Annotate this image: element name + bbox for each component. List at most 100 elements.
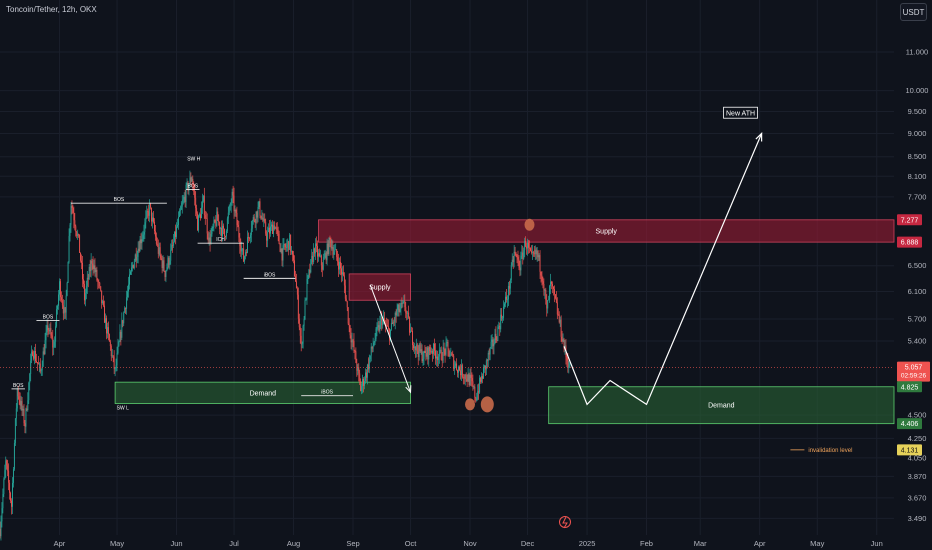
candle-body bbox=[513, 251, 515, 263]
candle-body bbox=[456, 363, 458, 370]
candle-body bbox=[527, 242, 529, 249]
candle-body bbox=[510, 265, 512, 281]
projection-path bbox=[563, 133, 763, 406]
candle-body bbox=[116, 353, 118, 366]
candle-body bbox=[305, 299, 307, 301]
candle-body bbox=[104, 305, 106, 323]
candle-body bbox=[21, 401, 23, 411]
candle-body bbox=[396, 310, 398, 316]
countdown-label: 02:59:26 bbox=[901, 373, 927, 380]
candle-body bbox=[479, 377, 481, 393]
candle-body bbox=[65, 295, 67, 313]
candle-body bbox=[301, 343, 303, 345]
candle-body bbox=[458, 366, 459, 373]
candle-body bbox=[63, 307, 65, 314]
candle-body bbox=[349, 325, 351, 336]
candle-body bbox=[317, 246, 318, 257]
candle-body bbox=[414, 346, 416, 350]
candle-body bbox=[287, 241, 289, 245]
candle-body bbox=[34, 350, 35, 359]
y-tick-label: 9.000 bbox=[908, 129, 927, 138]
candle-body bbox=[255, 211, 257, 223]
candle-body bbox=[551, 281, 553, 284]
candle-body bbox=[537, 250, 539, 258]
candle-body bbox=[384, 318, 386, 324]
candle-body bbox=[178, 210, 180, 217]
candle-body bbox=[120, 331, 122, 338]
candle-body bbox=[141, 239, 143, 244]
candle-body bbox=[247, 237, 249, 238]
candle-body bbox=[214, 220, 216, 222]
candle-body bbox=[299, 327, 301, 336]
candle-body bbox=[277, 229, 279, 234]
candle-body bbox=[162, 260, 164, 269]
candle-body bbox=[431, 350, 433, 353]
candle-body bbox=[545, 289, 547, 301]
candle-body bbox=[451, 353, 453, 355]
candle-body bbox=[91, 260, 93, 264]
candle-body bbox=[462, 377, 464, 378]
candle-body bbox=[170, 249, 172, 261]
candle-body bbox=[340, 261, 341, 269]
structure-label: ICH bbox=[216, 237, 225, 243]
candle-body bbox=[515, 253, 517, 256]
candle-body bbox=[341, 272, 343, 275]
candle-body bbox=[485, 360, 487, 370]
candle-body bbox=[353, 341, 355, 352]
candle-body bbox=[316, 243, 317, 247]
candle-body bbox=[107, 327, 109, 335]
candle-body bbox=[5, 460, 7, 471]
candle-body bbox=[238, 227, 240, 238]
candle-body bbox=[23, 408, 25, 424]
currency-button[interactable]: USDT bbox=[900, 3, 927, 21]
candle-body bbox=[307, 275, 309, 279]
candle-body bbox=[543, 284, 545, 291]
candle-body bbox=[39, 363, 41, 372]
pivot-marker bbox=[480, 396, 494, 413]
candle-body bbox=[355, 351, 357, 363]
candle-body bbox=[371, 346, 373, 349]
candle-body bbox=[506, 299, 508, 301]
candle-body bbox=[66, 282, 68, 296]
candle-body bbox=[196, 208, 198, 214]
candle-body bbox=[123, 312, 125, 324]
candle-body bbox=[400, 302, 402, 309]
candle-body bbox=[280, 248, 282, 252]
candle-body bbox=[78, 234, 80, 236]
candle-body bbox=[276, 227, 278, 230]
candle-body bbox=[143, 231, 145, 235]
projection-arrow-head bbox=[755, 132, 763, 142]
candle-body bbox=[361, 386, 363, 392]
candle-body bbox=[111, 355, 113, 357]
candle-body bbox=[77, 234, 79, 236]
candle-body bbox=[3, 479, 5, 495]
candle-body bbox=[100, 286, 102, 291]
candle-body bbox=[530, 250, 532, 253]
candle-body bbox=[306, 278, 308, 300]
candle-body bbox=[269, 227, 270, 234]
candle-body bbox=[502, 317, 504, 319]
candle-body bbox=[334, 249, 336, 253]
candle-body bbox=[550, 281, 552, 287]
candle-body bbox=[260, 215, 262, 219]
candle-body bbox=[108, 334, 110, 342]
structure-label: iBOS bbox=[264, 272, 276, 278]
candle-body bbox=[293, 254, 294, 261]
candle-body bbox=[290, 234, 292, 252]
candle-body bbox=[300, 335, 302, 345]
candle-body bbox=[532, 251, 534, 253]
candle-body bbox=[494, 333, 496, 344]
y-tick-label: 8.500 bbox=[908, 152, 927, 161]
candle-body bbox=[478, 391, 480, 393]
candle-body bbox=[1, 508, 3, 522]
candle-body bbox=[449, 355, 451, 357]
candle-body bbox=[207, 233, 209, 241]
candle-body bbox=[523, 250, 525, 259]
x-tick-label: Oct bbox=[405, 539, 418, 548]
candle-body bbox=[481, 376, 482, 382]
candle-body bbox=[153, 221, 155, 232]
candle-body bbox=[266, 233, 268, 241]
candle-body bbox=[528, 242, 529, 248]
candle-body bbox=[386, 325, 388, 326]
